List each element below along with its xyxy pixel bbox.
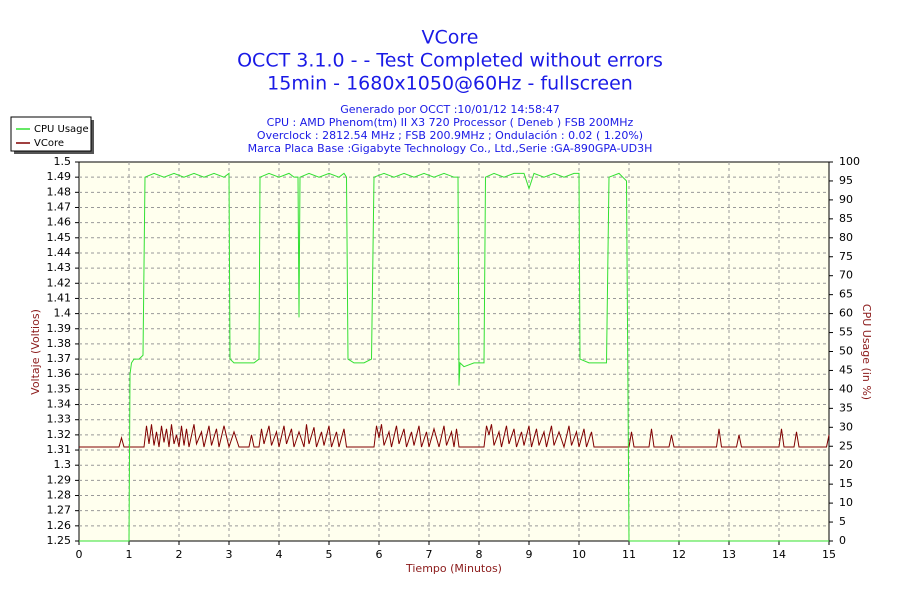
x-tick-label: 15 [822,548,836,561]
info-line: Overclock : 2812.54 MHz ; FSB 200.9MHz ;… [257,129,643,142]
x-tick-label: 1 [126,548,133,561]
y-tick-label: 1.31 [47,443,72,456]
x-tick-label: 2 [176,548,183,561]
legend [10,116,92,152]
y2-tick-label: 10 [839,496,853,509]
chart-title: VCore [422,27,479,49]
info-line: Marca Placa Base :Gigabyte Technology Co… [248,142,653,155]
plot-area [78,161,830,542]
chart-subtitle: 15min - 1680x1050@60Hz - fullscreen [267,73,633,95]
y-tick-label: 1.28 [47,489,72,502]
y-tick-label: 1.44 [47,246,72,259]
y2-axis-label: CPU Usage (in %) [860,304,873,400]
y-tick-label: 1.43 [47,261,72,274]
x-tick-label: 3 [226,548,233,561]
y-tick-label: 1.25 [47,534,72,547]
series-line [79,172,829,542]
y2-tick-label: 35 [839,401,853,414]
y-tick-label: 1.35 [47,382,72,395]
y-tick-label: 1.42 [47,276,72,289]
y2-tick-label: 20 [839,458,853,471]
y2-tick-label: 30 [839,420,853,433]
y2-tick-label: 5 [839,515,846,528]
x-tick-label: 14 [772,548,786,561]
y2-tick-label: 95 [839,174,853,187]
x-tick-label: 7 [426,548,433,561]
y2-tick-label: 65 [839,288,853,301]
series-line [79,424,830,449]
x-axis-label: Tiempo (Minutos) [405,562,502,575]
y-tick-label: 1.33 [47,413,72,426]
x-tick-label: 5 [326,548,333,561]
x-tick-label: 13 [722,548,736,561]
x-tick-label: 10 [572,548,586,561]
y2-tick-label: 55 [839,326,853,339]
info-line: Generado por OCCT :10/01/12 14:58:47 [340,103,559,116]
y-tick-label: 1.48 [47,185,72,198]
y-tick-label: 1.3 [54,458,72,471]
y-tick-label: 1.37 [47,352,72,365]
y-tick-label: 1.49 [47,170,72,183]
y2-tick-label: 80 [839,231,853,244]
legend-label: CPU Usage [34,124,89,135]
y-tick-label: 1.32 [47,428,72,441]
y-tick-label: 1.27 [47,504,72,517]
y2-tick-label: 25 [839,439,853,452]
y2-tick-label: 45 [839,363,853,376]
y-tick-label: 1.4 [54,307,72,320]
y-tick-label: 1.45 [47,231,72,244]
chart-subtitle: OCCT 3.1.0 - - Test Completed without er… [237,50,663,72]
x-tick-label: 0 [76,548,83,561]
x-tick-label: 8 [476,548,483,561]
y2-tick-label: 0 [839,534,846,547]
y-tick-label: 1.46 [47,216,72,229]
y2-tick-label: 100 [839,155,860,168]
y-tick-label: 1.34 [47,398,72,411]
y-tick-label: 1.39 [47,322,72,335]
y-tick-label: 1.5 [54,155,72,168]
y-tick-label: 1.47 [47,200,72,213]
y-tick-label: 1.29 [47,473,72,486]
y-tick-label: 1.26 [47,519,72,532]
y-tick-label: 1.36 [47,367,72,380]
legend-label: VCore [34,138,64,149]
y2-tick-label: 85 [839,212,853,225]
y2-tick-label: 60 [839,307,853,320]
y-axis-label: Voltaje (Voltios) [29,309,42,395]
x-tick-label: 12 [672,548,686,561]
x-tick-label: 11 [622,548,636,561]
x-tick-label: 6 [376,548,383,561]
y-tick-label: 1.41 [47,291,72,304]
info-line: CPU : AMD Phenom(tm) II X3 720 Processor… [267,116,634,129]
y2-tick-label: 15 [839,477,853,490]
y2-tick-label: 75 [839,250,853,263]
y2-tick-label: 70 [839,269,853,282]
x-tick-label: 9 [526,548,533,561]
x-tick-label: 4 [276,548,283,561]
y2-tick-label: 40 [839,382,853,395]
y2-tick-label: 90 [839,193,853,206]
y2-tick-label: 50 [839,345,853,358]
y-tick-label: 1.38 [47,337,72,350]
